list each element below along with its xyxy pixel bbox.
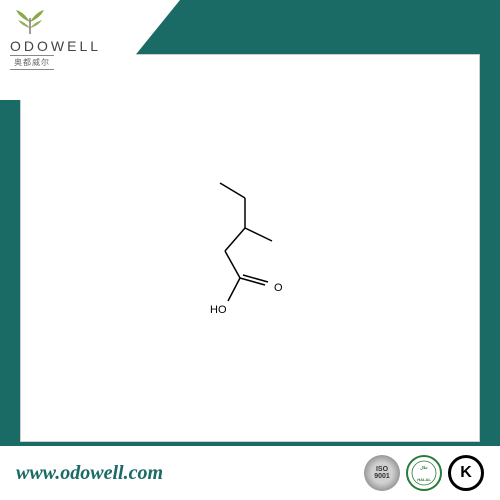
svg-text:HALAL: HALAL (417, 477, 431, 482)
website-url: www.odowell.com (16, 462, 163, 485)
svg-text:حلال: حلال (420, 465, 428, 470)
iso-line2: 9001 (374, 473, 390, 480)
brand-subtitle: 奥都威尔 (10, 55, 54, 70)
oxygen-label: O (274, 282, 283, 294)
iso-line1: ISO (374, 466, 390, 473)
iso-badge: ISO 9001 (364, 455, 400, 491)
certification-badges: ISO 9001 حلال HALAL K (364, 455, 484, 491)
leaf-icon (10, 8, 50, 36)
molecule-structure: O HO (190, 173, 310, 323)
content-panel: O HO (20, 54, 480, 442)
halal-badge: حلال HALAL (406, 455, 442, 491)
hydroxyl-label: HO (210, 304, 227, 316)
kosher-letter: K (460, 464, 472, 482)
kosher-badge: K (448, 455, 484, 491)
footer-bar: www.odowell.com ISO 9001 حلال HALAL K (0, 446, 500, 500)
brand-name: ODOWELL (10, 38, 101, 54)
